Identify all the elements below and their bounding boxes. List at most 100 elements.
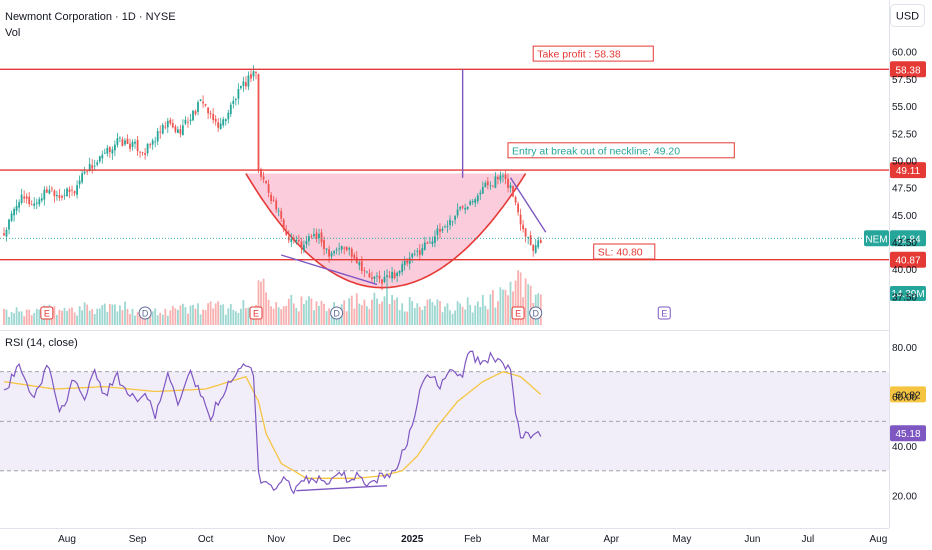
- candle-body: [217, 122, 220, 128]
- volume-bar: [86, 304, 89, 325]
- rsi-value-tag-1: [890, 425, 926, 442]
- candle-body: [18, 202, 20, 208]
- candle-body: [81, 173, 83, 183]
- candle: [492, 185, 494, 188]
- volume-bar: [224, 314, 227, 325]
- candle: [134, 138, 136, 149]
- volume-bar: [282, 306, 285, 325]
- candle-body: [146, 143, 149, 154]
- volume-bar: [134, 315, 136, 325]
- currency-button[interactable]: [890, 4, 925, 27]
- volume-bar: [416, 303, 419, 325]
- candle: [8, 218, 10, 235]
- volume-bar: [383, 296, 386, 325]
- event-marker-3[interactable]: D: [330, 306, 344, 320]
- volume-bar: [174, 308, 177, 325]
- candle-body: [456, 209, 459, 216]
- candle: [454, 215, 456, 225]
- candle-body: [277, 210, 280, 212]
- rsi-tick-label: 60.00: [892, 393, 917, 404]
- volume-bar: [353, 308, 356, 325]
- candle: [197, 100, 199, 116]
- candle: [421, 243, 424, 257]
- volume-bar: [81, 310, 83, 325]
- candle: [393, 269, 396, 280]
- candle: [33, 197, 36, 210]
- candle: [91, 159, 94, 174]
- volume-bar: [124, 301, 126, 325]
- candle: [512, 185, 514, 198]
- candle-body: [171, 123, 174, 128]
- volume-bar: [320, 300, 323, 325]
- volume-bar: [393, 299, 396, 325]
- event-marker-0[interactable]: E: [40, 306, 54, 320]
- time-tick-label: Oct: [198, 534, 214, 545]
- volume-bar: [209, 301, 212, 325]
- candle-body: [68, 189, 71, 192]
- candle-body: [507, 178, 509, 188]
- candle-body: [252, 71, 255, 77]
- candle: [111, 146, 114, 160]
- candle-body: [471, 201, 474, 203]
- candle-body: [358, 262, 361, 266]
- candle: [164, 121, 167, 130]
- event-marker-6[interactable]: E: [657, 306, 671, 320]
- candle-body: [76, 185, 78, 195]
- candle: [373, 276, 376, 284]
- symbol-label: NEM: [865, 234, 887, 245]
- volume-bar: [381, 301, 383, 325]
- candle: [300, 237, 303, 254]
- volume-bar: [421, 309, 424, 325]
- rsi-tick-label: 20.00: [892, 492, 917, 503]
- candle: [217, 118, 220, 132]
- candle: [40, 193, 43, 203]
- candle: [486, 177, 489, 190]
- volume-bar: [56, 314, 58, 325]
- candle: [182, 119, 184, 136]
- candle-body: [40, 198, 43, 201]
- candle: [247, 71, 250, 91]
- candle: [212, 108, 215, 124]
- price-tick-label: 42.50: [892, 238, 917, 249]
- candle: [23, 190, 26, 203]
- event-marker-4[interactable]: E: [511, 306, 525, 320]
- candle: [517, 201, 519, 216]
- volume-bar: [114, 304, 116, 325]
- candle: [423, 236, 426, 251]
- candle: [146, 143, 149, 157]
- candle-body: [459, 207, 461, 209]
- event-marker-2[interactable]: E: [249, 306, 263, 320]
- candle-body: [260, 169, 262, 177]
- event-marker-1[interactable]: D: [138, 306, 152, 320]
- candle-body: [446, 226, 449, 227]
- volume-bar: [426, 299, 429, 325]
- candle: [30, 200, 33, 206]
- volume-bar: [345, 311, 348, 325]
- time-tick-label: Mar: [532, 534, 550, 545]
- candle: [338, 242, 341, 256]
- volume-bar: [161, 314, 164, 325]
- volume-bar: [275, 302, 278, 325]
- candle-body: [529, 235, 532, 245]
- candle: [240, 85, 242, 90]
- level-price-tag-0: [890, 61, 926, 78]
- candle: [499, 171, 502, 184]
- candle: [376, 272, 378, 283]
- level-price-tag-2: [890, 251, 926, 268]
- volume-bar: [391, 295, 393, 325]
- volume-bar: [446, 303, 449, 325]
- candle: [408, 251, 411, 270]
- rsi-line: [3, 350, 542, 495]
- candle: [10, 210, 13, 223]
- candle-body: [340, 246, 343, 250]
- candle: [275, 197, 278, 213]
- event-marker-5[interactable]: D: [529, 306, 543, 320]
- candle-body: [45, 189, 48, 193]
- candle-body: [381, 279, 383, 284]
- candle-body: [48, 189, 51, 194]
- volume-bar: [300, 296, 303, 325]
- candle-body: [177, 129, 179, 133]
- volume-bar: [131, 308, 134, 325]
